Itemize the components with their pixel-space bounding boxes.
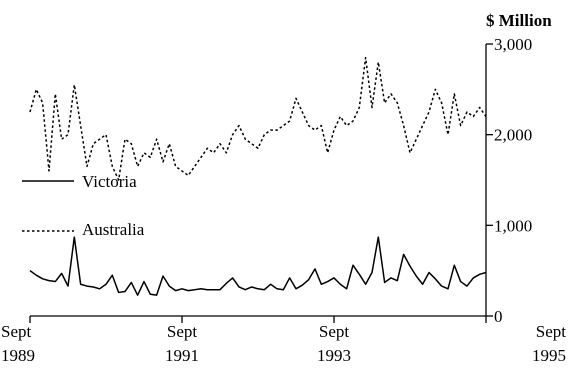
- x-tick-label-year: 1995: [532, 346, 566, 365]
- x-axis-ticks: Sept 1989 Sept 1991 Sept 1993 Sept 1995: [1, 316, 566, 365]
- y-tick-label: 2,000: [494, 126, 532, 145]
- y-axis-ticks: 0 1,000 2,000 3,000: [486, 35, 532, 326]
- legend-label-victoria: Victoria: [82, 172, 137, 191]
- y-tick-label: 1,000: [494, 216, 532, 235]
- x-tick-label-month: Sept: [1, 322, 32, 341]
- legend-label-australia: Australia: [82, 220, 145, 239]
- series-line-australia: [29, 56, 487, 181]
- y-axis-unit-label: $ Million: [486, 11, 552, 30]
- series-line-victoria: [29, 236, 487, 296]
- x-tick-label-month: Sept: [536, 322, 567, 341]
- y-tick-label: 3,000: [494, 35, 532, 54]
- x-tick-label-year: 1989: [1, 346, 35, 365]
- x-tick-label-month: Sept: [167, 322, 198, 341]
- x-tick-label-year: 1993: [317, 346, 351, 365]
- legend: Victoria Australia: [22, 172, 145, 239]
- x-tick-label-year: 1991: [165, 346, 199, 365]
- y-tick-label: 0: [494, 307, 503, 326]
- x-tick-label-month: Sept: [319, 322, 350, 341]
